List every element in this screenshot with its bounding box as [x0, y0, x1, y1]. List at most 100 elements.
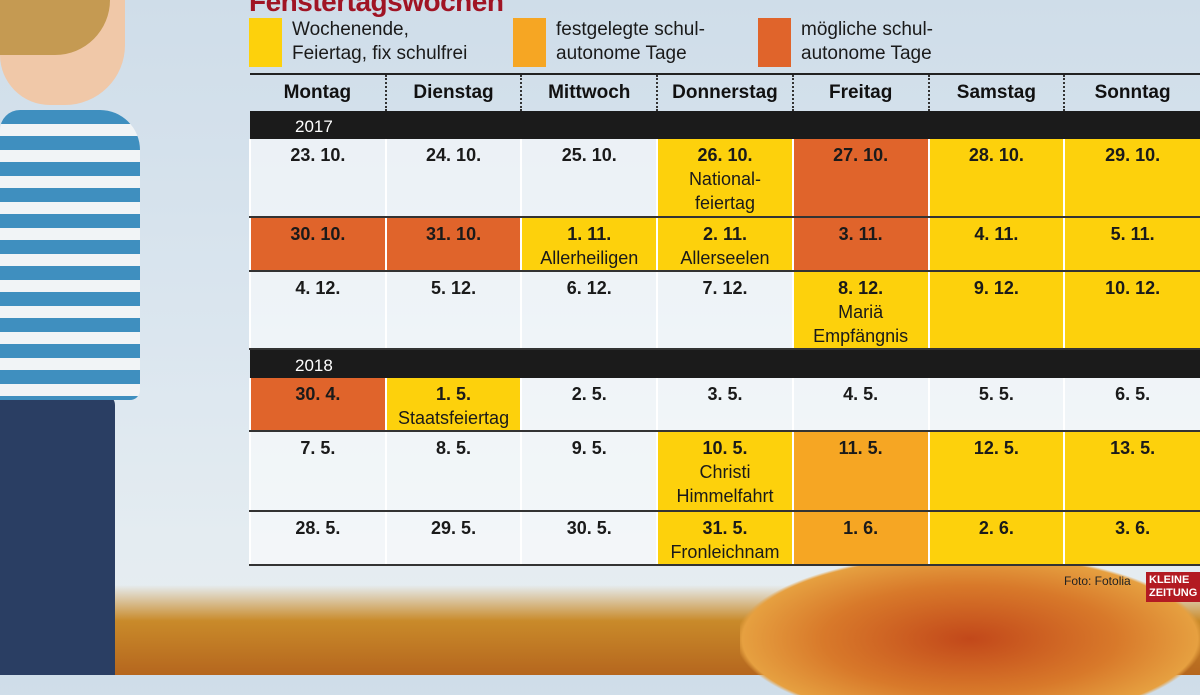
- day-cell: 23. 10.: [249, 139, 386, 218]
- child-photo-shirt: [0, 110, 140, 400]
- date: 9. 5.: [571, 438, 607, 458]
- date: 4. 5.: [843, 384, 879, 404]
- day-cell: 2. 5.: [520, 378, 658, 432]
- legend-item-fixed: festgelegte schul- autonome Tage: [513, 18, 705, 67]
- date: 12. 5.: [973, 438, 1019, 458]
- holiday-name: Staatsfeiertag: [398, 408, 510, 428]
- infographic-title: Fenstertagswochen: [249, 0, 504, 17]
- date: 1. 5.: [436, 384, 472, 404]
- kleine-zeitung-logo: KLEINE ZEITUNG: [1146, 572, 1200, 602]
- day-header: Dienstag: [384, 73, 522, 111]
- legend-item-weekend: Wochenende, Feiertag, fix schulfrei: [249, 18, 467, 67]
- date: 11. 5.: [838, 438, 883, 458]
- day-cell: 24. 10.: [384, 139, 522, 218]
- day-header: Freitag: [791, 73, 929, 111]
- date: 2. 6.: [978, 518, 1014, 538]
- day-cell: 28. 5.: [249, 511, 386, 566]
- week-row: 30. 10. 31. 10. 1. 11. Allerheiligen 2. 11. A…: [249, 217, 1200, 272]
- week-row: 23. 10. 24. 10. 25. 10. 26. 10. National- fe…: [249, 139, 1200, 218]
- date: 3. 5.: [707, 384, 743, 404]
- day-cell: 29. 10.: [1063, 139, 1200, 218]
- day-cell: 6. 5.: [1063, 378, 1200, 432]
- date: 30. 4.: [295, 384, 341, 404]
- date: 5. 5.: [978, 384, 1014, 404]
- day-cell: 3. 5.: [656, 378, 793, 432]
- day-cell: 30. 5.: [520, 511, 658, 566]
- date: 23. 10.: [290, 145, 346, 165]
- week-row: 4. 12. 5. 12. 6. 12. 7. 12. 8. 12. Mariä Empf…: [249, 271, 1200, 350]
- day-cell: 31. 5. Fronleichnam: [656, 511, 793, 566]
- day-cell: 7. 12.: [656, 271, 793, 350]
- day-cell: 31. 10.: [384, 217, 522, 272]
- holiday-name: Allerseelen: [680, 248, 770, 268]
- legend-swatch: [249, 18, 282, 67]
- day-cell: 26. 10. National- feiertag: [656, 139, 793, 218]
- day-cell: 30. 4.: [249, 378, 386, 432]
- date: 7. 12.: [702, 278, 748, 298]
- date: 13. 5.: [1110, 438, 1156, 458]
- day-header: Donnerstag: [656, 73, 793, 111]
- date: 27. 10.: [833, 145, 889, 165]
- date: 6. 12.: [566, 278, 612, 298]
- date: 5. 11.: [1110, 224, 1155, 244]
- day-cell: 13. 5.: [1063, 431, 1200, 512]
- holiday-name: Fronleichnam: [670, 542, 780, 562]
- legend-item-possible: mögliche schul- autonome Tage: [758, 18, 933, 67]
- day-header: Montag: [250, 73, 386, 111]
- calendar-table: Montag Dienstag Mittwoch Donnerstag Freitag S…: [249, 73, 1200, 566]
- week-row: 30. 4. 1. 5. Staatsfeiertag 2. 5. 3. 5. 4. 5.…: [249, 378, 1200, 432]
- date: 1. 6.: [843, 518, 879, 538]
- legend-swatch: [513, 18, 546, 67]
- holiday-name: National- feiertag: [688, 169, 761, 213]
- day-cell: 10. 5. Christi Himmelfahrt: [656, 431, 793, 512]
- day-header: Samstag: [927, 73, 1065, 111]
- date: 8. 12.: [838, 278, 884, 298]
- year-bar: 2017: [250, 111, 1200, 139]
- day-header: Sonntag: [1063, 73, 1200, 111]
- day-cell: 1. 5. Staatsfeiertag: [384, 378, 522, 432]
- day-cell: 5. 11.: [1063, 217, 1200, 272]
- day-cell: 4. 5.: [791, 378, 929, 432]
- photo-credit: Foto: Fotolia: [1064, 574, 1131, 588]
- holiday-name: Mariä Empfängnis: [813, 302, 909, 346]
- day-cell: 7. 5.: [249, 431, 386, 512]
- child-photo-pants: [0, 395, 115, 675]
- day-cell: 25. 10.: [520, 139, 658, 218]
- date: 10. 12.: [1105, 278, 1161, 298]
- day-cell: 3. 11.: [791, 217, 929, 272]
- day-cell: 8. 5.: [384, 431, 522, 512]
- date: 30. 10.: [290, 224, 346, 244]
- day-cell: 2. 6.: [927, 511, 1065, 566]
- date: 6. 5.: [1115, 384, 1151, 404]
- date: 31. 10.: [426, 224, 482, 244]
- day-cell: 6. 12.: [520, 271, 658, 350]
- date: 4. 12.: [295, 278, 341, 298]
- day-header: Mittwoch: [520, 73, 658, 111]
- day-cell: 1. 11. Allerheiligen: [520, 217, 658, 272]
- day-cell: 8. 12. Mariä Empfängnis: [791, 271, 929, 350]
- day-cell: 4. 11.: [927, 217, 1065, 272]
- week-row: 28. 5. 29. 5. 30. 5. 31. 5. Fronleichnam 1. 6…: [249, 511, 1200, 566]
- date: 7. 5.: [300, 438, 336, 458]
- legend-swatch: [758, 18, 791, 67]
- date: 28. 10.: [968, 145, 1024, 165]
- date: 4. 11.: [974, 224, 1019, 244]
- day-cell: 4. 12.: [249, 271, 386, 350]
- leaf-pile: [740, 555, 1200, 695]
- date: 10. 5.: [702, 438, 748, 458]
- date: 31. 5.: [702, 518, 748, 538]
- day-cell: 2. 11. Allerseelen: [656, 217, 793, 272]
- date: 3. 11.: [838, 224, 883, 244]
- date: 29. 10.: [1105, 145, 1161, 165]
- day-cell: 9. 12.: [927, 271, 1065, 350]
- day-cell: 12. 5.: [927, 431, 1065, 512]
- day-cell: 5. 5.: [927, 378, 1065, 432]
- day-cell: 27. 10.: [791, 139, 929, 218]
- day-cell: 5. 12.: [384, 271, 522, 350]
- date: 25. 10.: [561, 145, 617, 165]
- date: 29. 5.: [431, 518, 477, 538]
- date: 1. 11.: [567, 224, 612, 244]
- date: 2. 11.: [702, 224, 747, 244]
- date: 9. 12.: [973, 278, 1019, 298]
- date: 30. 5.: [566, 518, 612, 538]
